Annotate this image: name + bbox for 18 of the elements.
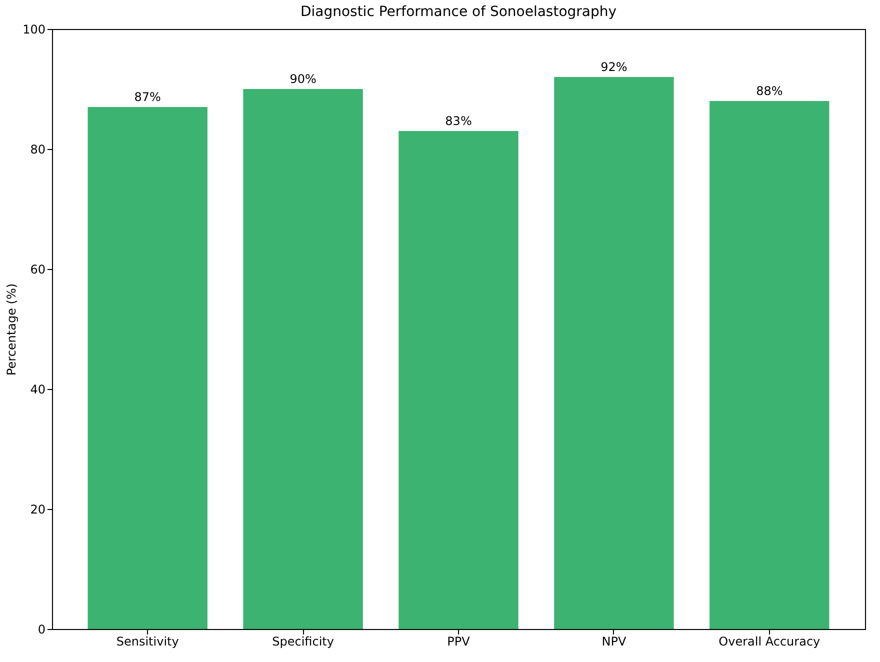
y-axis-title: Percentage (%) [4,283,19,376]
x-tick-label: Sensitivity [116,634,179,648]
data-label: 90% [290,72,316,86]
y-tick-label: 20 [30,502,46,516]
y-tick-label: 100 [22,22,46,36]
data-label: 83% [445,114,472,128]
x-tick-label: Overall Accuracy [718,634,820,648]
data-label: 87% [134,90,161,104]
y-tick-label: 0 [38,622,46,636]
x-tick-label: NPV [602,634,627,648]
x-tick-label: Specificity [272,634,334,648]
data-label: 92% [600,60,628,74]
x-tick-label: PPV [447,634,471,648]
y-tick-label: 40 [30,382,46,396]
y-tick-label: 80 [30,142,46,156]
data-label: 88% [756,84,783,98]
chart-title: Diagnostic Performance of Sonoelastography [300,4,617,20]
y-tick-label: 60 [30,262,46,276]
